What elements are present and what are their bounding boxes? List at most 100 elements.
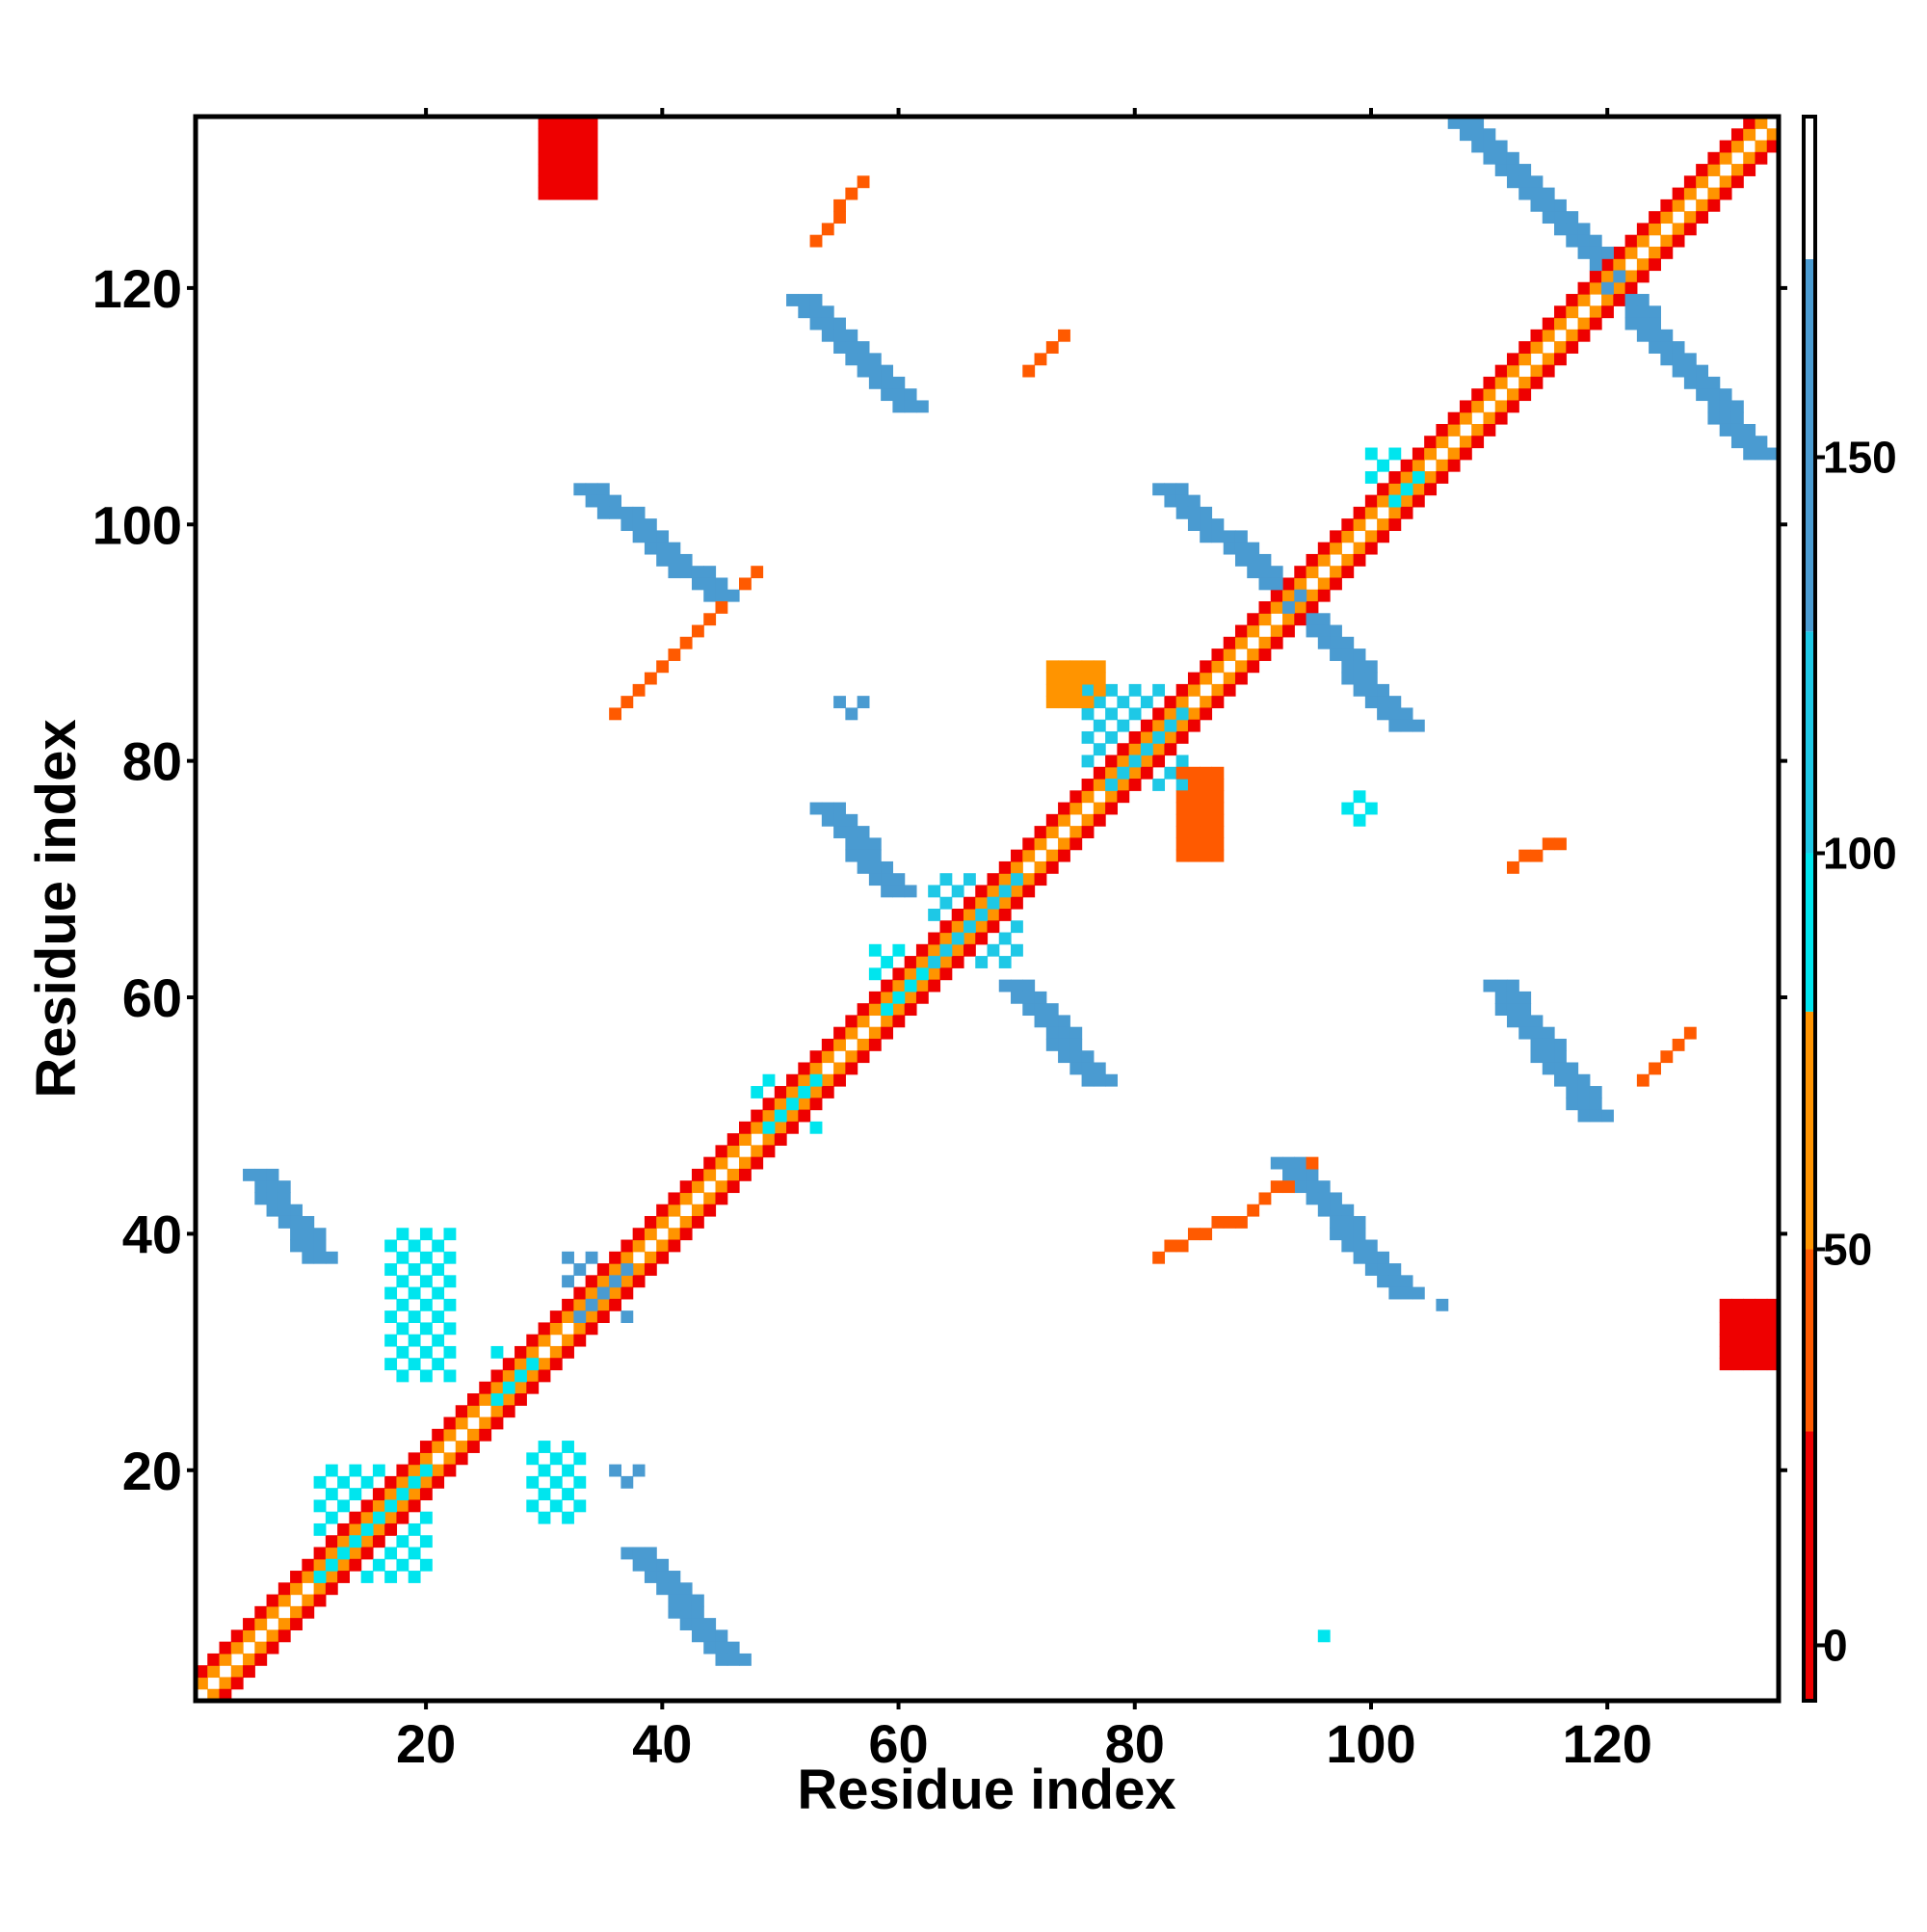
heatmap-cell	[1636, 294, 1650, 306]
heatmap-cell	[549, 128, 563, 142]
heatmap-cell	[1518, 341, 1532, 354]
heatmap-cell	[467, 1393, 480, 1406]
heatmap-cell	[596, 1310, 610, 1323]
heatmap-cell	[1743, 1322, 1756, 1336]
heatmap-cell	[1341, 530, 1355, 543]
x-tick-label: 120	[1562, 1713, 1651, 1774]
heatmap-cell	[1566, 294, 1579, 306]
heatmap-cell	[1577, 246, 1591, 259]
heatmap-cell	[739, 1156, 752, 1170]
heatmap-cell	[1388, 447, 1402, 461]
heatmap-cell	[821, 1050, 834, 1064]
heatmap-cell	[562, 1345, 574, 1359]
heatmap-cell	[1353, 660, 1366, 674]
heatmap-cell	[1223, 1215, 1236, 1229]
heatmap-cell	[1187, 849, 1201, 862]
heatmap-cell	[1117, 766, 1130, 780]
heatmap-cell	[1755, 1310, 1768, 1323]
heatmap-cell	[1164, 707, 1177, 721]
colorbar-band	[1804, 1249, 1815, 1432]
heatmap-cell	[1624, 281, 1638, 295]
heatmap-cell	[1164, 743, 1177, 756]
heatmap-cell	[360, 1522, 374, 1536]
heatmap-cell	[679, 1618, 693, 1630]
heatmap-cell	[384, 1522, 398, 1536]
heatmap-cell	[408, 1263, 421, 1276]
heatmap-cell	[915, 979, 929, 992]
heatmap-cell	[585, 128, 598, 142]
heatmap-cell	[632, 530, 646, 543]
heatmap-cell	[656, 1215, 670, 1229]
heatmap-cell	[1045, 1003, 1059, 1017]
colorbar-band	[1804, 258, 1815, 632]
heatmap-cell	[821, 813, 834, 827]
heatmap-cell	[798, 1086, 811, 1098]
heatmap-cell	[857, 175, 870, 189]
heatmap-cell	[1187, 790, 1201, 804]
heatmap-cell	[881, 1026, 894, 1040]
heatmap-cell	[656, 542, 670, 555]
heatmap-cell	[1412, 494, 1425, 508]
heatmap-cell	[219, 1688, 232, 1702]
y-tick-label: 20	[122, 1441, 182, 1501]
heatmap-cell	[1566, 223, 1579, 236]
heatmap-cell	[1081, 813, 1095, 827]
heatmap-cell	[1542, 198, 1555, 212]
heatmap-cell	[1542, 353, 1555, 366]
heatmap-cell	[1743, 1298, 1756, 1311]
heatmap-cell	[1683, 223, 1697, 236]
heatmap-cell	[1412, 447, 1425, 461]
heatmap-cell	[325, 1582, 338, 1596]
heatmap-cell	[1317, 1180, 1331, 1194]
heatmap-cell	[1140, 766, 1153, 780]
heatmap-cell	[1707, 198, 1721, 212]
heatmap-cell	[726, 1145, 740, 1158]
heatmap-cell	[1660, 1050, 1674, 1064]
heatmap-cell	[1187, 1228, 1201, 1241]
heatmap-cell	[644, 1215, 657, 1229]
heatmap-cell	[1069, 672, 1083, 685]
heatmap-cell	[845, 1062, 858, 1075]
heatmap-cell	[1200, 506, 1213, 519]
heatmap-cell	[313, 1522, 327, 1536]
heatmap-cell	[384, 1511, 398, 1524]
heatmap-cell	[1436, 471, 1449, 484]
heatmap-cell	[1175, 483, 1189, 496]
heatmap-cell	[1624, 317, 1638, 331]
heatmap-cell	[1175, 696, 1189, 709]
heatmap-cell	[1175, 719, 1189, 732]
heatmap-cell	[881, 376, 894, 389]
heatmap-cell	[502, 1393, 515, 1406]
heatmap-cell	[573, 151, 587, 165]
heatmap-cell	[1577, 1086, 1591, 1098]
heatmap-cell	[715, 1653, 728, 1666]
heatmap-cell	[562, 1251, 574, 1264]
heatmap-cell	[538, 1369, 551, 1383]
heatmap-cell	[419, 1298, 433, 1311]
heatmap-cell	[1045, 683, 1059, 697]
heatmap-cell	[1601, 281, 1614, 295]
heatmap-cell	[845, 353, 858, 366]
heatmap-cell	[396, 1251, 409, 1264]
heatmap-cell	[290, 1215, 303, 1229]
heatmap-cell	[845, 826, 858, 838]
heatmap-cell	[868, 860, 882, 874]
heatmap-cell	[337, 1475, 350, 1489]
heatmap-cell	[1128, 683, 1142, 697]
heatmap-cell	[821, 305, 834, 319]
heatmap-cell	[1034, 1003, 1047, 1017]
heatmap-cell	[668, 566, 681, 579]
heatmap-cell	[1341, 1215, 1355, 1229]
heatmap-cell	[809, 305, 823, 319]
heatmap-cell	[1447, 447, 1461, 461]
heatmap-cell	[1258, 601, 1272, 614]
heatmap-cell	[998, 932, 1012, 945]
heatmap-cell	[1058, 1050, 1070, 1064]
heatmap-cell	[904, 991, 917, 1004]
heatmap-cell	[1128, 779, 1142, 791]
heatmap-cell	[1766, 140, 1780, 153]
heatmap-cell	[396, 1511, 409, 1524]
heatmap-cell	[1175, 707, 1189, 721]
heatmap-cell	[408, 1571, 421, 1583]
heatmap-cell	[1364, 542, 1378, 555]
